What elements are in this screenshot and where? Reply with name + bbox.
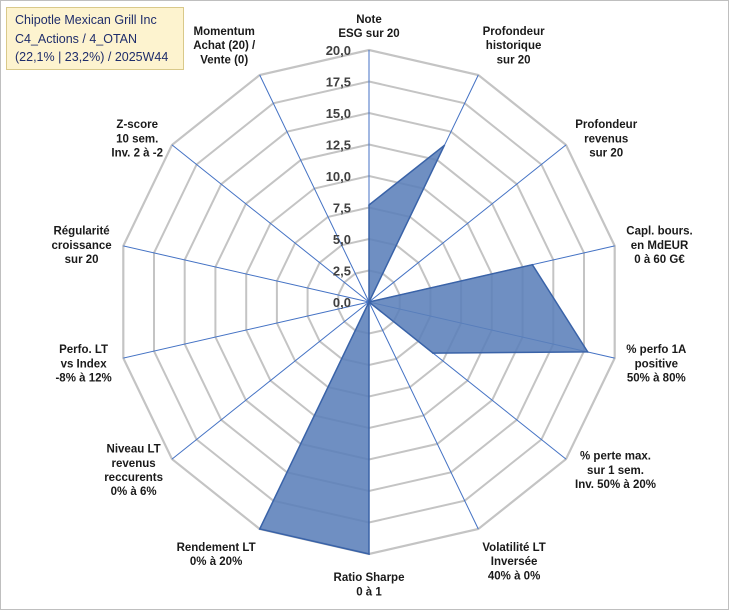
axis-label: Profondeur — [575, 119, 637, 131]
axis-label: Inversée — [491, 556, 538, 568]
data-point — [368, 204, 370, 206]
axis-label-group: % perfo 1A positive 50% à 80% — [626, 344, 686, 384]
axis-spoke — [259, 74, 370, 303]
axis-label: en MdEUR — [631, 240, 689, 252]
axis-spoke — [123, 301, 370, 359]
tick-label: 12,5 — [326, 138, 351, 153]
axis-label-group: Momentum Achat (20) / Vente (0) — [193, 26, 256, 66]
axis-label: Perfo. LT — [59, 344, 108, 356]
axis-label: Capl. bours. — [626, 226, 692, 238]
axis-spoke — [171, 144, 370, 303]
axis-label: vs Index — [61, 358, 108, 370]
axis-label-group: Niveau LT revenus reccurents 0% à 6% — [104, 444, 163, 499]
axis-label: 0% à 20% — [190, 556, 242, 568]
chart-period: (22,1% | 23,2%) / 2025W44 — [15, 50, 169, 64]
axis-label: 0 à 60 G€ — [634, 254, 685, 266]
radar-axis-labels: Note ESG sur 20 Profondeur historique sur 20… — [52, 14, 693, 599]
tick-label: 7,5 — [333, 201, 351, 216]
axis-label: revenus — [584, 133, 628, 145]
chart-subtitle: C4_Actions / 4_OTAN — [15, 32, 138, 46]
radar-series — [258, 144, 590, 555]
axis-label: sur 20 — [497, 54, 531, 66]
axis-label: ESG sur 20 — [338, 28, 399, 40]
axis-label: sur 1 sem. — [587, 465, 644, 477]
axis-label-group: Perfo. LT vs Index -8% à 12% — [55, 344, 111, 384]
axis-label: Ratio Sharpe — [334, 572, 405, 584]
axis-label: Achat (20) / — [193, 40, 256, 52]
axis-label-group: Régularité croissance sur 20 — [52, 226, 112, 266]
axis-label: Momentum — [194, 26, 255, 38]
axis-label-group: Volatilité LT Inversée 40% à 0% — [482, 542, 545, 582]
tick-label: 15,0 — [326, 106, 351, 121]
axis-label: Profondeur — [483, 26, 545, 38]
axis-label: 0 à 1 — [356, 586, 382, 598]
axis-label: 0% à 6% — [111, 486, 157, 498]
axis-label-group: Ratio Sharpe 0 à 1 — [334, 572, 405, 598]
axis-label-group: Profondeur revenus sur 20 — [575, 119, 637, 159]
chart-title: Chipotle Mexican Grill Inc — [15, 13, 157, 27]
axis-label-group: Capl. bours. en MdEUR 0 à 60 G€ — [626, 226, 692, 266]
data-point — [443, 144, 446, 147]
data-point — [368, 301, 370, 303]
axis-label: Vente (0) — [200, 54, 248, 66]
radar-tick-labels: 0,0 2,5 5,0 7,5 10,0 12,5 15,0 17,5 20,0 — [326, 43, 351, 310]
axis-label: 50% à 80% — [627, 373, 686, 385]
axis-label: croissance — [52, 240, 112, 252]
axis-label: revenus — [112, 458, 156, 470]
tick-label: 0,0 — [333, 295, 351, 310]
axis-label: Inv. 50% à 20% — [575, 479, 656, 491]
axis-label: 40% à 0% — [488, 570, 540, 582]
tick-label: 20,0 — [326, 43, 351, 58]
axis-label: Z-score — [116, 119, 158, 131]
data-point — [258, 528, 261, 530]
axis-label-group: Rendement LT 0% à 20% — [177, 542, 256, 568]
axis-label: sur 20 — [65, 254, 99, 266]
axis-spoke — [171, 301, 370, 460]
data-point — [368, 553, 370, 555]
axis-label-group: Note ESG sur 20 — [338, 14, 399, 40]
tick-label: 5,0 — [333, 232, 351, 247]
axis-label: historique — [486, 40, 542, 52]
axis-label: % perte max. — [580, 451, 651, 463]
axis-label: Note — [356, 14, 382, 26]
axis-label-group: % perte max. sur 1 sem. Inv. 50% à 20% — [575, 451, 656, 491]
axis-label: -8% à 12% — [55, 373, 111, 385]
axis-label-group: Profondeur historique sur 20 — [483, 26, 545, 66]
axis-label: % perfo 1A — [626, 344, 686, 356]
axis-spoke — [368, 301, 479, 530]
axis-label: Rendement LT — [177, 542, 256, 554]
data-point — [531, 263, 534, 266]
axis-label: sur 20 — [589, 148, 623, 160]
axis-label: Niveau LT — [107, 444, 161, 456]
axis-label: 10 sem. — [116, 133, 158, 145]
axis-spoke — [368, 144, 567, 303]
axis-label: Inv. 2 à -2 — [111, 148, 163, 160]
axis-label: Volatilité LT — [482, 542, 545, 554]
axis-label: Régularité — [53, 226, 109, 238]
axis-spoke — [123, 245, 370, 303]
data-point — [432, 352, 434, 354]
axis-label: positive — [635, 358, 678, 370]
data-point — [586, 351, 589, 353]
chart-title-box: Chipotle Mexican Grill Inc C4_Actions / … — [6, 7, 184, 70]
axis-label: reccurents — [104, 472, 163, 484]
tick-label: 17,5 — [326, 75, 351, 90]
tick-label: 2,5 — [333, 264, 351, 279]
axis-label-group: Z-score 10 sem. Inv. 2 à -2 — [111, 119, 163, 159]
tick-label: 10,0 — [326, 169, 351, 184]
